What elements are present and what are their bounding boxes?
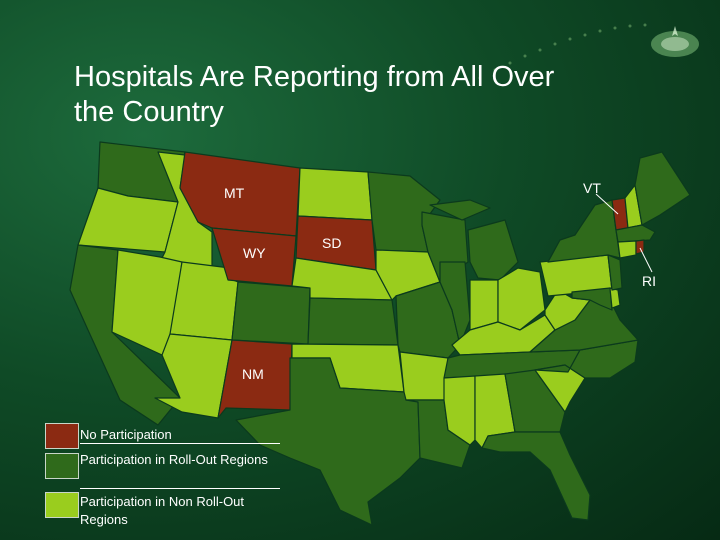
state-CT [617,240,637,259]
vt-leader-line [595,193,619,215]
legend-label: No Participation [80,427,172,442]
state-NM [217,339,293,419]
state-FL [481,431,591,521]
state-CO [231,281,311,345]
legend-divider [80,443,280,444]
legend-label: Participation in Roll-Out Regions [80,452,268,467]
state-AR [399,351,449,401]
legend-swatch-light-green [45,492,79,518]
legend-divider [80,488,280,489]
label-NM: NM [242,366,264,382]
label-MT: MT [224,185,245,201]
slide-title: Hospitals Are Reporting from All Over th… [74,61,555,128]
logo-icon [651,26,699,57]
state-ME [634,151,691,226]
state-MA [615,224,656,243]
state-RI [635,239,645,255]
legend-swatch-dark-green [45,453,79,479]
state-KS [307,297,399,346]
label-VT: VT [583,180,601,196]
legend-swatch-red [45,423,79,449]
label-RI: RI [642,273,656,289]
label-SD: SD [322,235,341,251]
state-TX [235,357,421,526]
state-NJ [607,254,623,291]
state-GA [504,369,566,433]
label-WY: WY [243,245,266,261]
state-DE [609,287,621,309]
ri-leader-line [639,247,653,273]
legend-label: Participation in Non Roll-Out Regions [80,494,245,527]
state-ND [297,167,373,221]
state-NY [547,199,621,263]
decorative-dots [478,23,647,80]
state-IN [469,279,499,331]
